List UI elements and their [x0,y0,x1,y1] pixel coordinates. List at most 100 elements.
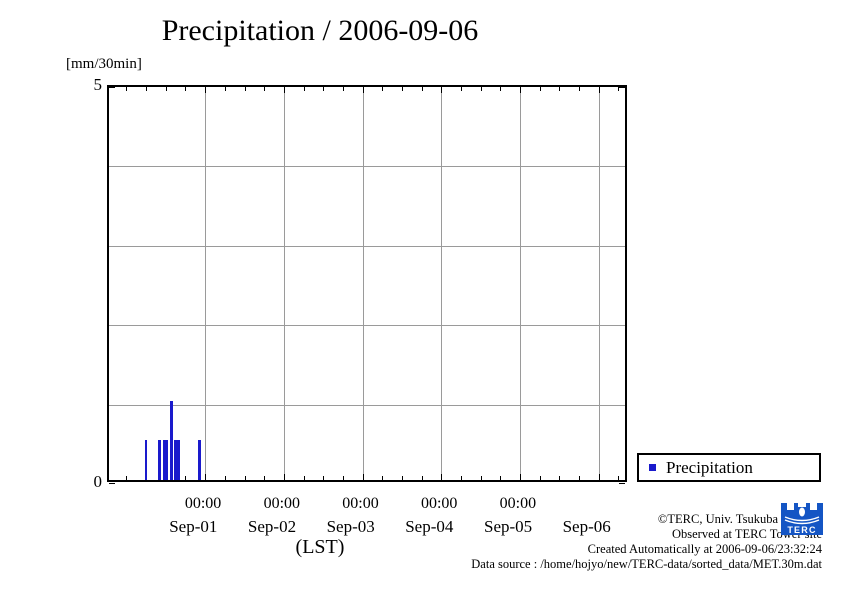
axis-tick-major [283,87,285,93]
gridline-vertical [441,87,443,480]
y-axis-tick-label: 5 [93,75,103,94]
axis-tick-major [619,483,625,484]
gridline-vertical [362,87,364,480]
svg-text:TERC: TERC [787,525,816,535]
axis-tick-minor [618,87,620,91]
legend-marker-icon [649,464,656,471]
axis-tick-minor [185,87,187,91]
x-axis-time-label: 00:00 [342,495,379,512]
bar-precipitation [158,440,161,480]
gridline-vertical [283,87,285,480]
axis-tick-major [109,87,115,88]
axis-tick-major [283,474,285,480]
footer-observation-site: Observed at TERC Tower site [671,527,822,541]
axis-tick-major [519,87,521,93]
axis-tick-minor [461,87,462,91]
axis-tick-minor [461,476,462,480]
axis-tick-minor [126,476,128,480]
x-axis-title: (LST) [295,536,345,558]
gridline-vertical [205,87,207,480]
axis-tick-minor [401,87,403,91]
axis-tick-major [619,87,625,88]
axis-tick-minor [539,87,541,91]
bar-precipitation [163,440,168,480]
axis-tick-minor [579,87,581,91]
axis-tick-major [205,87,207,93]
axis-tick-minor [244,476,246,480]
x-axis-time-label: 00:00 [263,495,301,512]
axis-tick-major [519,474,521,480]
axis-tick-minor [323,87,325,91]
axis-tick-minor [146,87,147,91]
axis-tick-minor [480,87,482,91]
bar-precipitation [198,440,201,480]
x-axis-time-label: 00:00 [184,495,222,512]
axis-tick-minor [559,87,561,91]
plot-area [107,85,627,484]
x-axis-date-label: Sep-03 [326,517,375,536]
x-axis-tick-labels: 00:00 Sep-01 00:00 Sep-02 00:00 Sep-03 00:00 Se… [0,487,842,547]
axis-tick-minor [579,476,581,480]
axis-tick-minor [303,87,305,91]
axis-tick-minor [382,476,384,480]
bar-precipitation [170,400,173,480]
axis-tick-major [598,474,600,480]
footer-data-source: Data source : /home/hojyo/new/TERC-data/… [471,557,822,571]
gridline-vertical [519,87,521,480]
axis-tick-major [598,87,600,93]
gridline-horizontal [109,325,625,327]
chart-legend: Precipitation [637,453,821,482]
chart-footer: ©TERC, Univ. Tsukuba Observed at TERC To… [420,512,822,572]
bar-precipitation [144,440,148,480]
x-axis-date-label: Sep-06 [562,517,611,536]
axis-tick-major [109,483,115,484]
axis-tick-minor [323,476,325,480]
x-axis-date-label: Sep-05 [484,517,533,536]
axis-tick-minor [244,87,246,91]
axis-tick-minor [480,476,482,480]
axis-tick-major [205,474,207,480]
axis-tick-minor [224,476,226,480]
axis-tick-minor [303,476,305,480]
axis-tick-minor [421,476,423,480]
x-axis-time-label: 00:00 [499,495,537,512]
gridline-horizontal [109,245,625,247]
axis-tick-minor [342,87,344,91]
axis-tick-minor [224,87,226,91]
x-axis-date-label: Sep-04 [405,517,454,536]
legend-item-label: Precipitation [666,457,753,477]
axis-tick-minor [185,476,187,480]
axis-tick-minor [559,476,561,480]
x-axis-date-label: Sep-02 [247,517,297,536]
bar-precipitation [174,440,180,480]
axis-tick-minor [264,87,266,91]
footer-created-timestamp: Created Automatically at 2006-09-06/23:3… [587,542,822,556]
axis-tick-minor [618,476,620,480]
axis-tick-minor [401,476,403,480]
axis-tick-minor [539,476,541,480]
axis-tick-minor [382,87,384,91]
y-axis-unit-label: [mm/30min] [66,56,142,72]
chart-title: Precipitation / 2006-09-06 [161,14,479,47]
terc-logo-icon: TERC [781,503,823,535]
axis-tick-minor [500,87,502,91]
axis-tick-major [441,474,443,480]
axis-tick-minor [500,476,502,480]
axis-tick-minor [264,476,266,480]
gridline-horizontal [109,166,625,168]
axis-tick-major [362,87,364,93]
x-axis-time-label: 00:00 [420,495,458,512]
y-axis-tick-label: 0 [93,472,103,491]
x-axis-date-label: Sep-01 [169,517,218,536]
axis-tick-minor [342,476,344,480]
axis-tick-major [362,474,364,480]
axis-tick-major [441,87,443,93]
gridline-horizontal [109,404,625,406]
gridline-vertical [598,87,600,480]
axis-tick-minor [421,87,423,91]
axis-tick-minor [126,87,128,91]
axis-tick-minor [165,87,167,91]
footer-copyright: ©TERC, Univ. Tsukuba [657,512,778,526]
